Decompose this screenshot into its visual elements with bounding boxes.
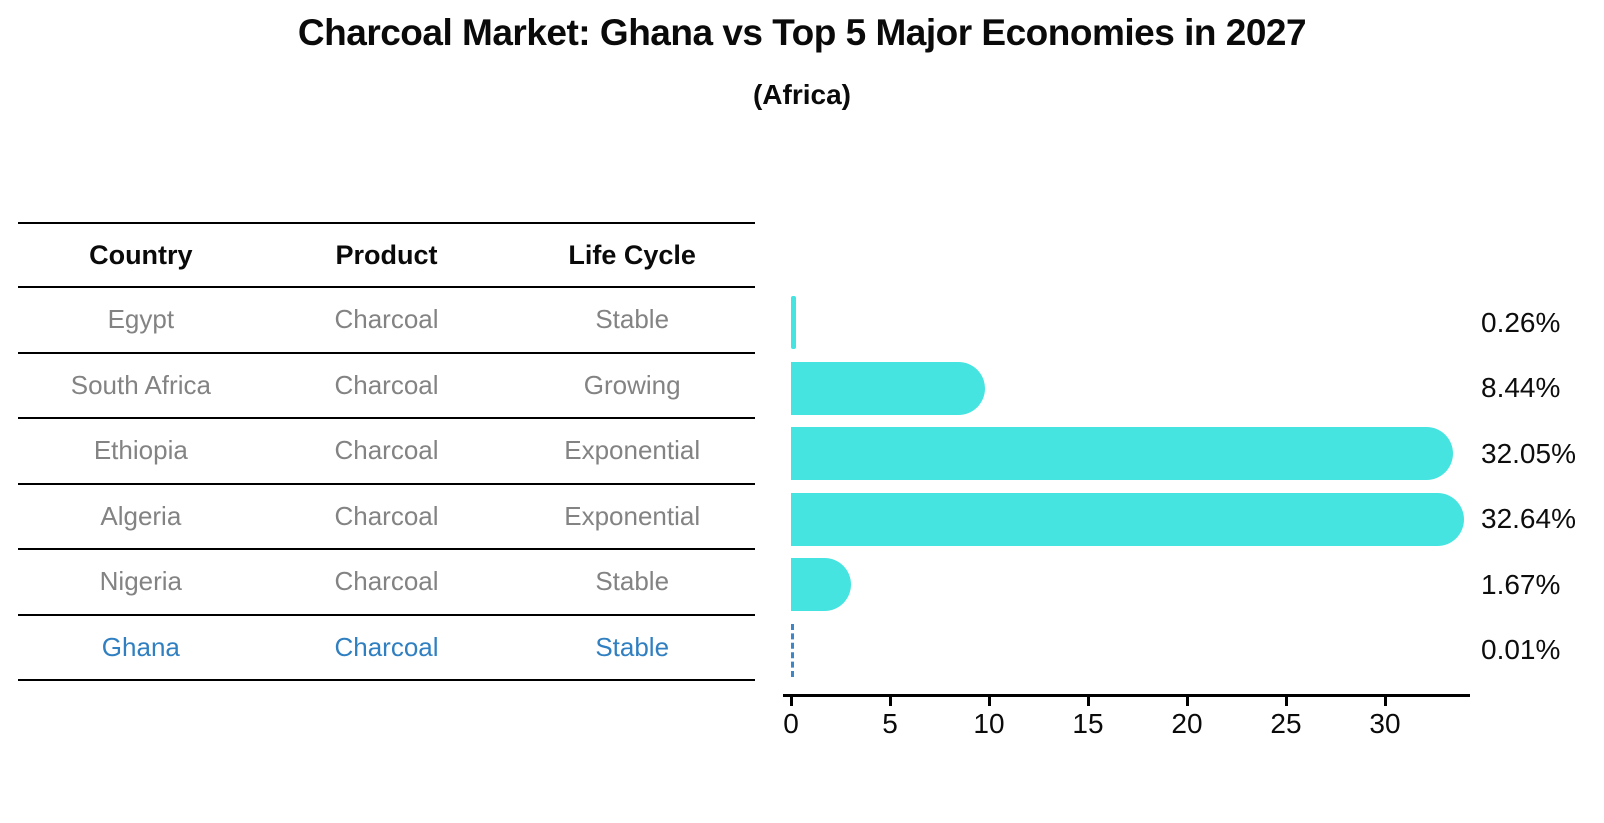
table-row: Ghana Charcoal Stable — [18, 616, 755, 681]
value-label: 8.44% — [1481, 372, 1561, 404]
cell-life-cycle: Stable — [595, 566, 670, 597]
value-label: 1.67% — [1481, 568, 1561, 600]
bar-nigeria — [791, 558, 852, 612]
cell-life-cycle: Exponential — [564, 500, 701, 531]
x-tick-mark — [889, 697, 892, 706]
value-label: 32.64% — [1481, 503, 1576, 535]
x-tick-mark — [988, 697, 991, 706]
x-tick-mark — [1285, 697, 1288, 706]
x-tick-label: 0 — [783, 708, 799, 739]
cell-product: Charcoal — [334, 435, 439, 466]
x-tick-mark — [1087, 697, 1090, 706]
cell-country: Algeria — [100, 500, 182, 531]
value-label: 0.01% — [1481, 634, 1561, 666]
cell-country: Ethiopia — [93, 435, 188, 466]
cell-product: Charcoal — [334, 631, 439, 662]
x-tick-label: 5 — [882, 708, 898, 739]
x-tick-label: 15 — [1072, 708, 1104, 739]
bar-ghana-dashed — [791, 623, 794, 677]
chart-title: Charcoal Market: Ghana vs Top 5 Major Ec… — [297, 12, 1307, 53]
cell-product: Charcoal — [334, 369, 439, 400]
x-tick-mark — [790, 697, 793, 706]
table-row: Algeria Charcoal Exponential — [18, 485, 755, 550]
table-body: Egypt Charcoal Stable South Africa Charcoal G… — [18, 288, 755, 681]
column-header-country: Country — [89, 239, 193, 270]
x-tick-label: 20 — [1171, 708, 1203, 739]
x-tick-mark — [1384, 697, 1387, 706]
x-axis — [783, 694, 1470, 697]
cell-life-cycle: Exponential — [564, 435, 701, 466]
cell-product: Charcoal — [334, 304, 439, 335]
table-row: Nigeria Charcoal Stable — [18, 550, 755, 616]
cell-life-cycle: Growing — [583, 369, 681, 400]
x-tick-label: 10 — [973, 708, 1005, 739]
bar-south-africa — [791, 361, 986, 415]
value-label: 32.05% — [1481, 437, 1576, 469]
column-header-product: Product — [335, 239, 438, 270]
cell-life-cycle: Stable — [595, 304, 670, 335]
value-label: 0.26% — [1481, 306, 1561, 338]
cell-country: Ghana — [101, 631, 180, 662]
x-tick-mark — [1186, 697, 1189, 706]
cell-country: Egypt — [107, 304, 175, 335]
column-header-life-cycle: Life Cycle — [568, 239, 696, 270]
cell-product: Charcoal — [334, 566, 439, 597]
cell-country: Nigeria — [99, 566, 183, 597]
cell-product: Charcoal — [334, 500, 439, 531]
bar-algeria — [791, 492, 1465, 546]
table-header-row: Country Product Life Cycle — [18, 222, 755, 288]
table-row: Egypt Charcoal Stable — [18, 288, 755, 354]
cell-country: South Africa — [70, 369, 211, 400]
x-tick-label: 30 — [1369, 708, 1401, 739]
bar-ethiopia — [791, 427, 1453, 481]
cell-life-cycle: Stable — [595, 631, 670, 662]
bar-egypt — [791, 296, 797, 350]
x-tick-label: 25 — [1270, 708, 1302, 739]
table-row: South Africa Charcoal Growing — [18, 354, 755, 419]
country-table: Country Product Life Cycle Egypt Charcoal… — [18, 222, 755, 681]
table-row: Ethiopia Charcoal Exponential — [18, 419, 755, 485]
chart-subtitle: (Africa) — [752, 79, 851, 110]
